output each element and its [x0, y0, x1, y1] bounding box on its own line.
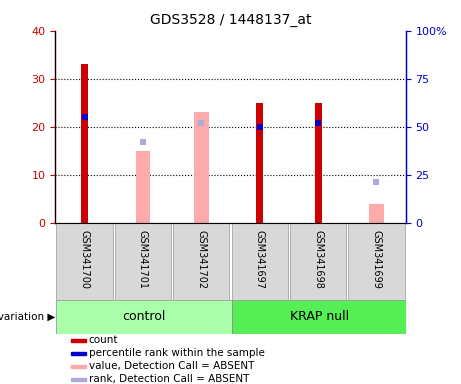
Text: KRAP null: KRAP null — [290, 310, 349, 323]
Bar — [194, 112, 208, 223]
Bar — [71, 364, 86, 367]
Text: GSM341701: GSM341701 — [138, 230, 148, 289]
Bar — [57, 223, 112, 300]
Text: GSM341702: GSM341702 — [196, 230, 207, 289]
Text: percentile rank within the sample: percentile rank within the sample — [89, 348, 265, 358]
Text: control: control — [122, 310, 166, 323]
Text: GSM341699: GSM341699 — [372, 230, 382, 289]
Text: GSM341698: GSM341698 — [313, 230, 323, 289]
Text: genotype/variation ▶: genotype/variation ▶ — [0, 312, 55, 322]
Bar — [115, 223, 171, 300]
Text: value, Detection Call = ABSENT: value, Detection Call = ABSENT — [89, 361, 254, 371]
Bar — [314, 103, 322, 223]
Text: GSM341700: GSM341700 — [79, 230, 89, 289]
Bar — [136, 151, 150, 223]
Text: count: count — [89, 334, 118, 344]
Text: rank, Detection Call = ABSENT: rank, Detection Call = ABSENT — [89, 374, 249, 384]
Bar — [290, 223, 346, 300]
Bar — [71, 377, 86, 381]
Bar — [256, 103, 263, 223]
Text: GSM341697: GSM341697 — [254, 230, 265, 289]
Bar — [57, 300, 232, 334]
Bar — [71, 339, 86, 342]
Bar — [173, 223, 229, 300]
Bar — [232, 223, 288, 300]
Title: GDS3528 / 1448137_at: GDS3528 / 1448137_at — [150, 13, 311, 27]
Bar — [232, 300, 407, 334]
Bar — [369, 204, 384, 223]
Bar — [349, 223, 404, 300]
Bar — [81, 64, 88, 223]
Bar — [71, 352, 86, 354]
